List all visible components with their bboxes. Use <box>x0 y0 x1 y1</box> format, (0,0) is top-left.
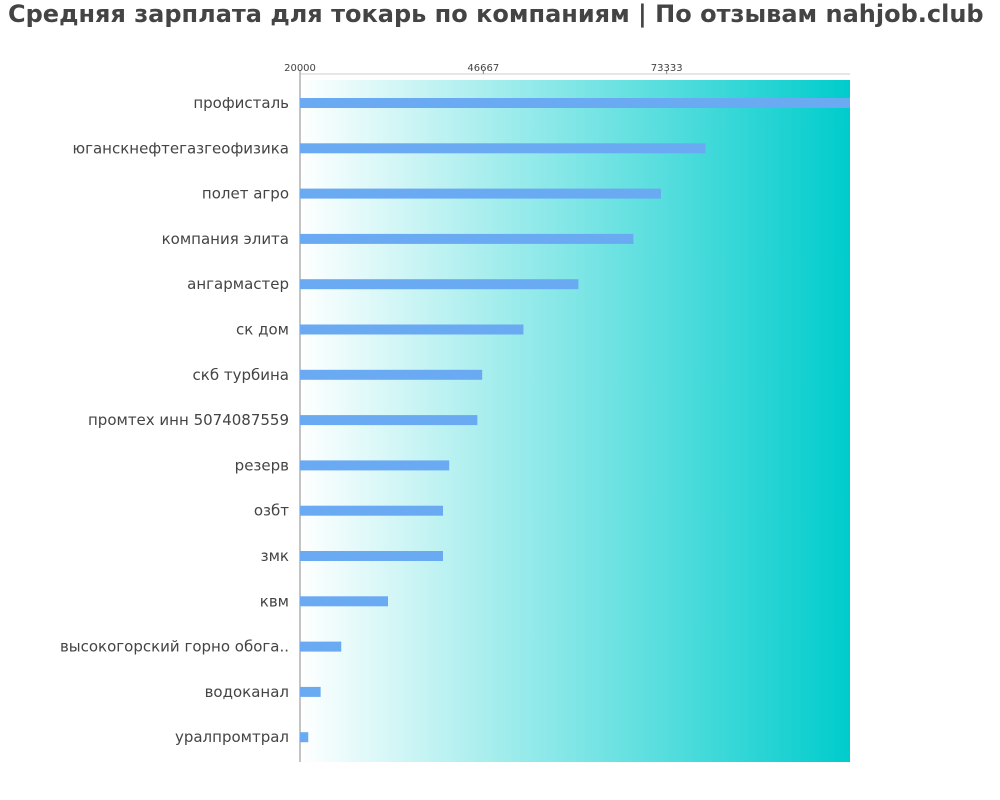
bar <box>300 233 634 244</box>
bar <box>300 460 450 471</box>
bar <box>300 369 483 380</box>
category-label: компания элита <box>162 230 289 248</box>
category-label: профисталь <box>193 94 289 112</box>
bar <box>300 324 524 335</box>
category-label: промтех инн 5074087559 <box>88 411 289 429</box>
category-label: уралпромтрал <box>175 728 289 746</box>
bar <box>300 143 706 154</box>
bar <box>300 188 661 199</box>
category-label: юганскнефтегазгеофизика <box>72 139 289 157</box>
bar <box>300 98 850 108</box>
category-label: высокогорский горно обога.. <box>60 638 289 656</box>
bar <box>300 415 478 426</box>
category-label: водоканал <box>205 683 289 701</box>
category-label: ангармастер <box>187 275 289 293</box>
x-tick-label: 20000 <box>284 63 316 74</box>
x-tick-label: 46667 <box>467 63 499 74</box>
bar <box>300 641 342 652</box>
category-label: скб турбина <box>193 366 289 384</box>
bar <box>300 551 443 561</box>
category-label: квм <box>260 592 289 610</box>
bar <box>300 505 443 516</box>
category-label: змк <box>261 547 289 565</box>
x-tick-label: 73333 <box>651 63 683 74</box>
category-label: ск дом <box>236 321 289 339</box>
bar <box>300 279 579 290</box>
category-label: озбт <box>254 502 289 520</box>
category-label: полет агро <box>202 185 289 203</box>
bar <box>300 686 321 697</box>
category-label: резерв <box>235 456 289 474</box>
bar <box>300 596 388 607</box>
chart-title: Средняя зарплата для токарь по компаниям… <box>8 0 984 28</box>
bar <box>300 732 309 743</box>
